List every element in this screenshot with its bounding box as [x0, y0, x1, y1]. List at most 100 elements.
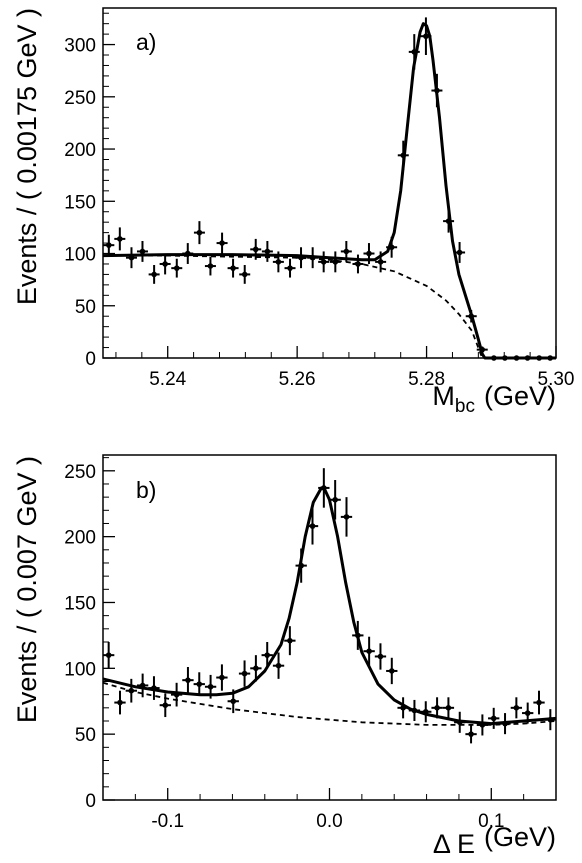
data-point — [408, 699, 421, 721]
point-marker — [355, 261, 361, 267]
data-point — [114, 690, 126, 715]
data-point — [533, 690, 545, 715]
point-marker — [106, 242, 112, 248]
data-point — [431, 73, 443, 108]
panel-a-x-axis-title: Mbc (GeV) — [432, 381, 556, 417]
data-point — [374, 643, 387, 670]
data-point — [182, 243, 194, 264]
point-marker — [422, 708, 429, 715]
point-marker — [366, 250, 372, 257]
data-point — [227, 689, 239, 714]
panel-a-data-points — [103, 17, 556, 361]
data-point — [431, 697, 443, 719]
data-point — [465, 724, 477, 744]
data-point — [386, 657, 398, 685]
panel-b-fit-curves — [102, 486, 557, 726]
data-point — [443, 209, 455, 233]
point-marker — [219, 240, 225, 246]
y-tick-label: 50 — [75, 297, 96, 318]
point-marker — [491, 355, 497, 361]
data-point — [136, 673, 149, 698]
point-marker — [343, 248, 350, 255]
point-marker — [252, 246, 259, 253]
panel-a-y-tick-labels: 0 50 100 150 200 250 300 — [64, 36, 96, 370]
point-marker — [151, 685, 157, 691]
data-point — [544, 355, 556, 361]
point-marker — [253, 665, 259, 672]
point-marker — [400, 152, 407, 159]
point-marker — [502, 355, 508, 361]
point-marker — [105, 652, 112, 658]
x-tick-label: 0.1 — [478, 811, 504, 832]
data-point — [272, 251, 284, 273]
point-marker — [434, 87, 440, 94]
x-tick-label: -0.1 — [151, 811, 184, 832]
point-marker — [230, 698, 237, 705]
data-point — [510, 697, 523, 719]
x-tick-label: 5.28 — [408, 369, 445, 390]
y-tick-label: 100 — [64, 659, 96, 680]
point-marker — [377, 259, 384, 265]
data-point — [238, 660, 251, 687]
data-point — [363, 636, 375, 666]
data-point — [499, 713, 511, 735]
data-point — [216, 232, 228, 254]
data-point — [533, 355, 545, 361]
x-tick-label: 0.0 — [316, 811, 342, 832]
data-point — [159, 693, 171, 718]
data-point — [103, 234, 115, 256]
point-marker — [411, 49, 418, 55]
data-point — [488, 355, 500, 361]
point-marker — [479, 346, 486, 353]
data-point — [465, 309, 477, 323]
data-point — [340, 497, 353, 537]
point-marker — [547, 716, 554, 723]
point-marker — [196, 681, 203, 687]
data-point — [250, 238, 262, 260]
point-marker — [219, 674, 225, 681]
point-marker — [287, 265, 293, 271]
point-marker — [423, 33, 429, 40]
point-marker — [162, 702, 169, 708]
data-point — [295, 548, 307, 583]
y-tick-label: 0 — [85, 349, 96, 370]
data-point — [261, 240, 273, 262]
point-marker — [241, 670, 248, 677]
data-point — [284, 258, 296, 278]
x-tick-label: 5.24 — [149, 369, 186, 390]
data-point — [170, 682, 183, 707]
y-tick-label: 250 — [64, 462, 96, 483]
data-point — [125, 247, 137, 269]
point-marker — [513, 355, 520, 361]
point-marker — [321, 485, 327, 491]
data-point — [216, 664, 228, 691]
point-marker — [468, 313, 475, 320]
data-point — [454, 242, 466, 263]
y-tick-label: 200 — [64, 528, 96, 549]
point-marker — [320, 259, 327, 265]
point-marker — [128, 687, 135, 694]
point-marker — [173, 691, 180, 698]
data-point — [272, 652, 285, 679]
data-point — [227, 258, 239, 278]
point-marker — [377, 653, 384, 660]
data-point — [204, 256, 216, 276]
data-point — [103, 641, 115, 669]
point-marker — [547, 355, 553, 361]
point-marker — [456, 719, 463, 726]
total-fit-curve — [102, 22, 556, 360]
panel-b-label: b) — [136, 477, 156, 503]
panel-b-x-tick-labels: -0.1 0.0 0.1 — [151, 811, 504, 832]
data-point — [340, 240, 352, 262]
panel-b: 0 50 100 150 200 250 -0.1 0.0 0.1 b) Events / (… — [12, 454, 557, 859]
point-marker — [173, 265, 180, 271]
data-point — [442, 697, 455, 719]
point-marker — [162, 261, 168, 267]
data-point — [136, 240, 148, 262]
point-marker — [479, 722, 486, 728]
data-point — [318, 251, 330, 273]
x-tick-label: 5.26 — [279, 369, 316, 390]
data-point — [522, 702, 534, 724]
panel-b-y-axis-title: Events / ( 0.007 GeV ) — [12, 456, 42, 723]
